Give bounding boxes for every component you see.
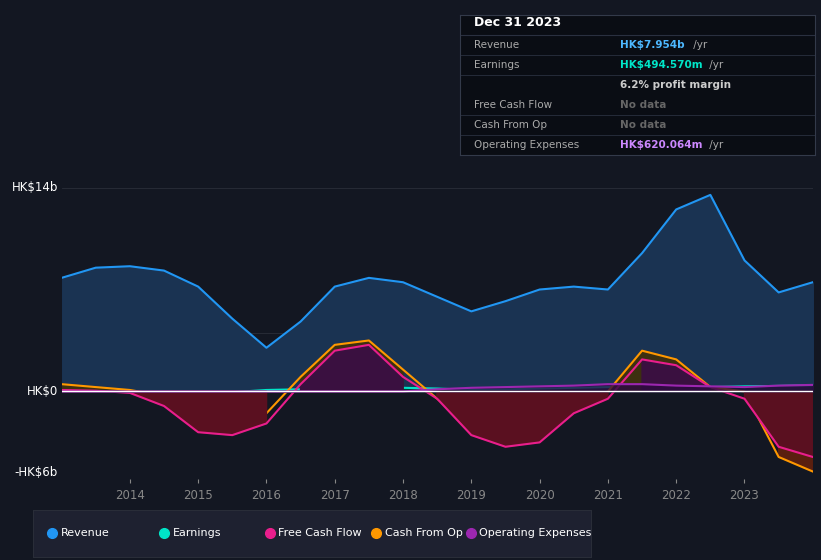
Text: HK$14b: HK$14b <box>11 181 57 194</box>
Text: /yr: /yr <box>690 40 707 50</box>
Text: No data: No data <box>620 120 666 130</box>
Text: HK$0: HK$0 <box>26 385 57 398</box>
Text: HK$494.570m: HK$494.570m <box>620 60 703 70</box>
Text: 6.2% profit margin: 6.2% profit margin <box>620 80 731 90</box>
Text: /yr: /yr <box>706 140 723 150</box>
Text: Free Cash Flow: Free Cash Flow <box>475 100 553 110</box>
Text: /yr: /yr <box>706 60 723 70</box>
Text: Revenue: Revenue <box>475 40 520 50</box>
Text: Earnings: Earnings <box>475 60 520 70</box>
Text: Revenue: Revenue <box>61 529 109 538</box>
Text: HK$7.954b: HK$7.954b <box>620 40 685 50</box>
Text: HK$620.064m: HK$620.064m <box>620 140 702 150</box>
Text: Dec 31 2023: Dec 31 2023 <box>475 16 562 29</box>
Text: Operating Expenses: Operating Expenses <box>475 140 580 150</box>
Text: Operating Expenses: Operating Expenses <box>479 529 592 538</box>
Text: Free Cash Flow: Free Cash Flow <box>278 529 362 538</box>
Text: Cash From Op: Cash From Op <box>384 529 462 538</box>
Text: Earnings: Earnings <box>172 529 221 538</box>
Text: Cash From Op: Cash From Op <box>475 120 548 130</box>
Text: -HK$6b: -HK$6b <box>15 466 57 479</box>
Text: No data: No data <box>620 100 666 110</box>
